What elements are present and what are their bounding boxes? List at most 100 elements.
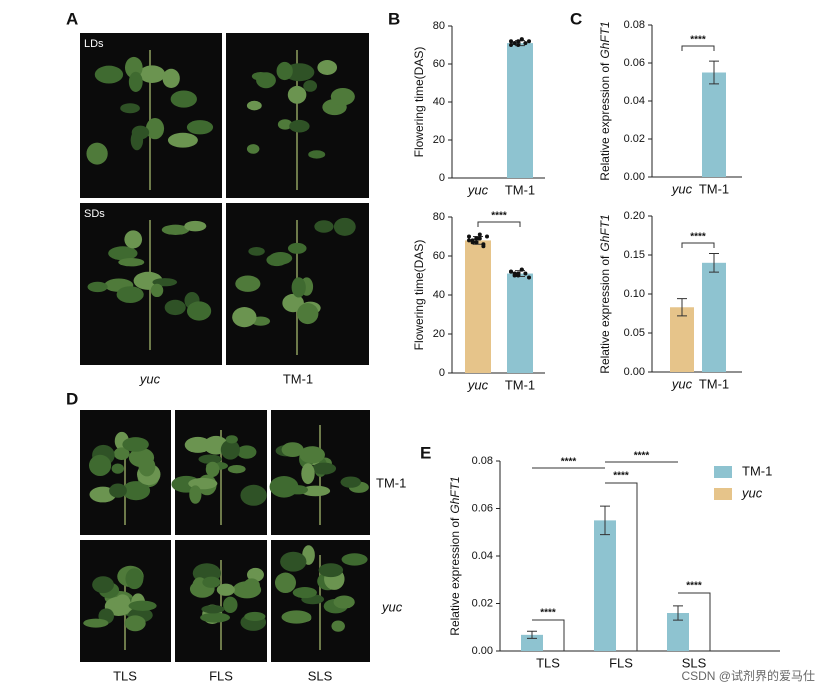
x-tick-label: TM-1 <box>505 182 535 197</box>
data-point <box>474 236 479 241</box>
leaf <box>243 578 260 593</box>
y-axis-label: Relative expression of GhFT1 <box>598 21 612 180</box>
y-tick-label: 0.15 <box>624 249 645 261</box>
leaf <box>292 587 317 599</box>
data-point <box>474 240 479 245</box>
leaf <box>216 583 235 596</box>
y-tick-label: 0.04 <box>472 550 493 562</box>
leaf <box>150 283 164 298</box>
leaf <box>120 103 140 114</box>
leaf <box>189 485 202 504</box>
y-tick-label: 0 <box>439 172 445 184</box>
leaf <box>274 572 297 594</box>
significance-label: **** <box>613 471 629 482</box>
leaf <box>268 252 293 265</box>
legend-swatch <box>714 488 732 500</box>
y-tick-label: 40 <box>433 289 445 301</box>
y-tick-label: 80 <box>433 20 445 32</box>
panel-label: A <box>66 9 78 28</box>
data-point <box>516 271 521 276</box>
leaf <box>164 299 186 316</box>
leaf <box>248 247 265 256</box>
photo-column-label: TM-1 <box>283 371 313 386</box>
data-point <box>467 238 471 243</box>
leaf <box>289 119 310 133</box>
panel-label: C <box>570 9 582 28</box>
leaf <box>333 217 356 236</box>
photo-row-label: yuc <box>381 599 403 614</box>
leaf <box>186 301 212 321</box>
leaf <box>130 130 144 151</box>
bar <box>702 262 726 372</box>
y-axis-label: Relative expression of GhFT1 <box>448 476 462 635</box>
leaf <box>235 275 261 292</box>
photo-column-label: TLS <box>113 668 137 683</box>
leaf <box>128 600 157 611</box>
x-tick-label: TM-1 <box>699 376 729 391</box>
leaf <box>184 220 207 232</box>
y-tick-label: 0.05 <box>624 327 645 339</box>
y-tick-label: 0.00 <box>624 171 645 183</box>
data-point <box>516 39 521 44</box>
leaf <box>299 446 325 464</box>
data-point <box>509 43 513 47</box>
data-point <box>467 234 471 239</box>
leaf <box>311 462 337 475</box>
y-tick-label: 80 <box>433 211 445 223</box>
leaf <box>162 68 180 89</box>
data-point <box>509 269 513 274</box>
significance-bracket <box>532 619 565 651</box>
leaf <box>240 484 267 506</box>
leaf <box>287 85 307 104</box>
significance-bracket <box>681 45 715 51</box>
leaf <box>125 568 144 590</box>
y-tick-label: 0.00 <box>472 645 493 657</box>
y-tick-label: 0.08 <box>472 455 493 467</box>
error-bar <box>673 605 683 621</box>
error-bar <box>709 60 719 85</box>
leaf <box>128 71 143 92</box>
leaf <box>139 65 166 83</box>
x-tick-label: yuc <box>671 181 693 196</box>
error-bar <box>600 505 610 536</box>
bar <box>465 240 491 373</box>
y-tick-label: 0.10 <box>624 288 645 300</box>
y-tick-label: 0.08 <box>624 19 645 31</box>
photo-column-label: FLS <box>209 668 233 683</box>
data-point <box>512 273 517 278</box>
data-point <box>512 41 517 46</box>
data-point <box>523 41 528 46</box>
leaf <box>300 485 331 497</box>
leaf <box>220 439 240 460</box>
leaf <box>236 445 257 459</box>
y-tick-label: 0.00 <box>624 366 645 378</box>
leaf <box>170 90 197 108</box>
data-point <box>481 244 486 249</box>
leaf <box>225 435 238 444</box>
leaf <box>201 605 225 614</box>
leaf <box>114 594 131 611</box>
data-point <box>477 236 482 241</box>
x-tick-label: TM-1 <box>699 181 729 196</box>
significance-label: **** <box>540 608 556 619</box>
leaf <box>94 65 124 84</box>
data-point <box>470 240 475 245</box>
photos <box>80 33 370 662</box>
y-tick-label: 60 <box>433 250 445 262</box>
bar <box>667 613 689 651</box>
leaf <box>205 461 220 478</box>
leaf <box>92 576 114 594</box>
y-tick-label: 0.06 <box>472 502 493 514</box>
leaf <box>200 612 230 623</box>
y-tick-label: 0.20 <box>624 210 645 222</box>
y-tick-label: 20 <box>433 134 445 146</box>
data-point <box>527 275 531 280</box>
leaf <box>124 230 143 249</box>
y-axis-label-text: Relative expression of <box>448 517 462 636</box>
leaf <box>161 224 190 235</box>
x-tick-label: yuc <box>671 376 693 391</box>
bar <box>702 72 726 177</box>
photo-column-label: SLS <box>308 668 333 683</box>
leaf <box>109 483 127 498</box>
